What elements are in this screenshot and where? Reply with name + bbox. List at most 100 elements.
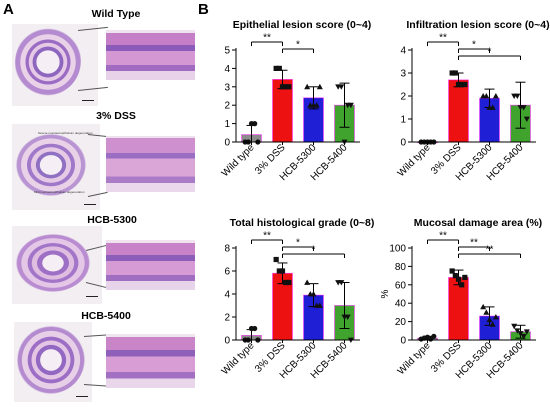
data-point-3-dss — [279, 84, 286, 90]
significance-label: * — [472, 40, 476, 51]
histology-title-wild-type: Wild Type — [91, 8, 141, 20]
y-tick-label: 80 — [395, 262, 407, 273]
y-tick-label: 40 — [395, 299, 407, 310]
y-tick-label: 8 — [224, 244, 230, 255]
histology-lowmag-wild-type — [12, 24, 98, 106]
data-point-3-dss — [273, 256, 279, 263]
chart-title: Infiltration lesion score (0~4) — [406, 19, 549, 31]
data-point-hcb-5300 — [310, 291, 317, 297]
data-point-hcb-5300 — [489, 321, 496, 327]
data-point-hcb-5400 — [338, 280, 345, 286]
chart-total-histological-grade: Total histological grade (0~8)02468Wild … — [220, 217, 375, 381]
y-tick-label: 0 — [224, 138, 230, 149]
y-tick-label: 1 — [224, 119, 230, 130]
significance-label: * — [296, 238, 300, 249]
data-point-hcb-5400 — [514, 328, 521, 334]
chart-title: Epithelial lesion score (0~4) — [233, 19, 372, 31]
data-point-wild-type — [252, 121, 258, 127]
y-tick-label: 100 — [389, 244, 406, 255]
data-point-hcb-5400 — [520, 333, 527, 340]
data-point-hcb-5400 — [344, 314, 351, 320]
histology-lowmag-dss — [12, 124, 100, 210]
significance-label: ** — [263, 33, 271, 44]
data-point-hcb-5300 — [492, 93, 499, 99]
histology-title-hcb5300: HCB-5300 — [87, 214, 137, 226]
data-point-hcb-5300 — [483, 309, 490, 315]
y-tick-label: 2 — [224, 101, 230, 112]
panel-a-label: A — [3, 1, 14, 18]
data-point-3-dss — [273, 65, 279, 71]
significance-label: * — [296, 40, 300, 51]
histology-highmag-hcb5400 — [106, 334, 195, 388]
significance-label: ** — [486, 245, 494, 256]
y-tick-label: 5 — [224, 46, 230, 57]
scale-bar — [86, 296, 98, 297]
data-point-3-dss — [462, 81, 468, 88]
data-point-wild-type — [252, 325, 258, 332]
scale-bar — [84, 204, 96, 205]
data-point-3-dss — [455, 276, 462, 282]
y-tick-label: 0 — [400, 336, 406, 347]
data-point-3-dss — [283, 84, 289, 90]
data-point-hcb-5400 — [338, 84, 345, 90]
y-tick-label: 2 — [400, 92, 406, 103]
y-tick-label: 3 — [224, 82, 230, 93]
annotation-mild: Mild mucosal epithelium degeneration — [34, 190, 85, 194]
data-point-3-dss — [283, 279, 289, 286]
data-point-3-dss — [452, 273, 458, 279]
annotation-severe: Severe mucosal epithelium degeneration — [38, 131, 93, 135]
data-point-hcb-5300 — [480, 303, 487, 310]
panel-b-label: B — [198, 1, 209, 18]
chart-title: Mucosal damage area (%) — [414, 217, 542, 229]
significance-label: ** — [263, 231, 271, 242]
data-point-hcb-5400 — [511, 323, 518, 330]
significance-label: * — [312, 245, 316, 256]
data-point-3-dss — [452, 70, 458, 76]
data-point-hcb-5400 — [514, 93, 521, 99]
bar-3-dss — [448, 277, 469, 341]
data-point-3-dss — [286, 84, 292, 90]
data-point-hcb-5300 — [316, 83, 323, 90]
data-point-3-dss — [449, 70, 455, 76]
data-point-hcb-5300 — [483, 93, 490, 99]
histology-highmag-hcb5300 — [106, 240, 195, 290]
chart-epithelial-lesion-score: Epithelial lesion score (0~4)012345Wild … — [220, 19, 372, 183]
data-point-3-dss — [286, 279, 292, 286]
data-point-3-dss — [276, 268, 282, 274]
significance-label: ** — [439, 231, 447, 242]
y-tick-label: 3 — [400, 69, 406, 80]
scale-bar — [82, 100, 94, 101]
data-point-3-dss — [279, 268, 286, 274]
histology-highmag-dss — [106, 136, 195, 192]
histology-title-hcb5400: HCB-5400 — [81, 310, 131, 322]
y-tick-label: 4 — [400, 46, 406, 57]
y-tick-label: 4 — [224, 64, 230, 75]
y-axis-label: % — [380, 289, 391, 298]
data-point-3-dss — [449, 268, 455, 274]
data-point-3-dss — [462, 274, 468, 281]
scale-bar — [76, 396, 88, 397]
y-tick-label: 1 — [400, 115, 406, 126]
data-point-3-dss — [459, 81, 465, 88]
y-tick-label: 4 — [224, 290, 230, 301]
significance-label: ** — [439, 33, 447, 44]
significance-label: ** — [470, 238, 478, 249]
y-tick-label: 6 — [224, 267, 230, 278]
histology-highmag-wild-type — [106, 30, 195, 80]
data-point-3-dss — [455, 81, 462, 88]
data-point-3-dss — [459, 282, 465, 288]
bar-3-dss — [448, 79, 469, 143]
y-tick-label: 2 — [224, 313, 230, 324]
chart-title: Total histological grade (0~8) — [230, 217, 375, 229]
histology-lowmag-hcb5300 — [12, 226, 102, 304]
y-tick-label: 0 — [400, 138, 406, 149]
data-point-hcb-5400 — [523, 116, 530, 122]
data-point-hcb-5300 — [316, 302, 323, 308]
data-point-hcb-5400 — [347, 102, 354, 109]
data-point-wild-type — [431, 333, 437, 339]
data-point-hcb-5400 — [520, 105, 527, 111]
data-point-hcb-5300 — [492, 314, 499, 320]
significance-label: * — [488, 47, 492, 58]
data-point-hcb-5400 — [523, 329, 530, 335]
data-point-hcb-5300 — [304, 83, 311, 90]
